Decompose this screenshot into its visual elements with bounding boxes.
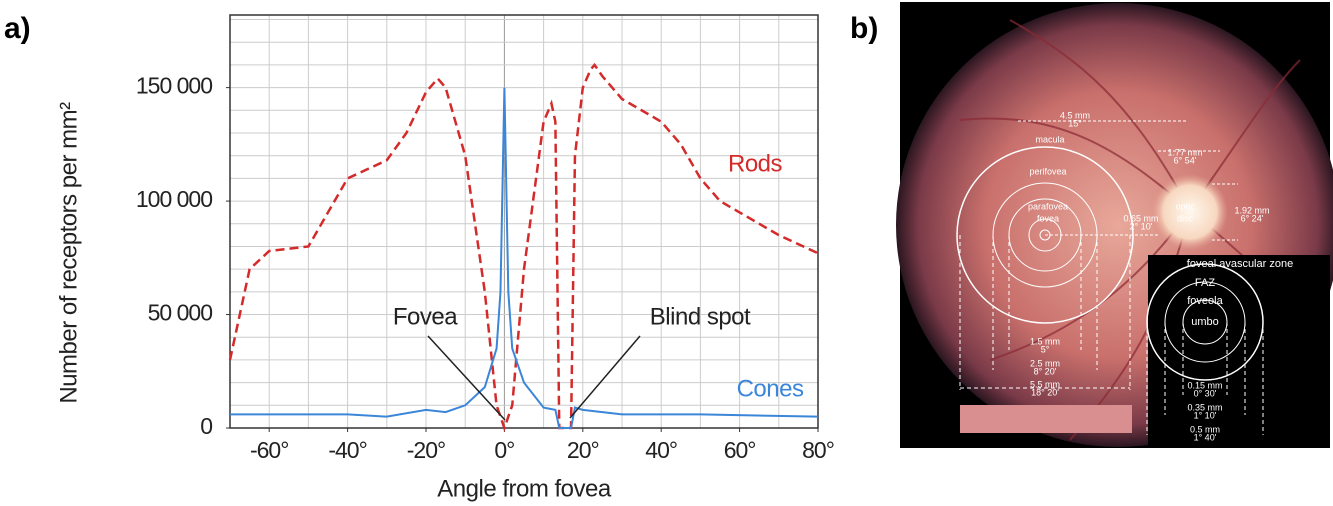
fundus-label: 0.35 mm bbox=[1187, 402, 1222, 412]
fundus-label: 0.5 mm bbox=[1190, 424, 1220, 434]
fundus-label: fovea bbox=[1037, 213, 1059, 223]
x-tick-label: -60° bbox=[250, 437, 288, 463]
fundus-label: 0.65 mm bbox=[1123, 213, 1158, 223]
fundus-label: 1° 40' bbox=[1194, 432, 1217, 442]
series-line bbox=[228, 62, 819, 432]
series-label: Cones bbox=[737, 375, 804, 402]
fundus-label: optic bbox=[1175, 201, 1195, 211]
fundus-label: macula bbox=[1035, 134, 1064, 144]
fundus-label: FAZ bbox=[1195, 277, 1215, 289]
fundus-label: 2° 10' bbox=[1130, 221, 1153, 231]
x-tick-label: 0° bbox=[494, 437, 514, 463]
y-tick-label: 150 000 bbox=[136, 73, 212, 99]
annotation: Fovea bbox=[393, 303, 458, 330]
y-axis-label: Number of receptors per mm² bbox=[55, 102, 82, 404]
fundus-label: 6° 54' bbox=[1174, 155, 1197, 165]
annotation-line bbox=[569, 335, 641, 419]
fundus-image: macula perifovea parafovea fovea optic disc 4.… bbox=[896, 2, 1333, 448]
fundus-label: foveal avascular zone bbox=[1187, 258, 1293, 270]
fundus-label: umbo bbox=[1191, 316, 1219, 328]
fundus-label: foveola bbox=[1187, 295, 1223, 307]
y-tick-label: 100 000 bbox=[136, 186, 212, 212]
y-tick-label: 0 bbox=[200, 413, 212, 439]
fundus-label: 15° bbox=[1068, 118, 1082, 128]
inset bbox=[1148, 255, 1330, 445]
fundus-label: 5.5 mm bbox=[1030, 379, 1060, 389]
fundus-label: 1.92 mm bbox=[1234, 205, 1269, 215]
plot-frame bbox=[229, 14, 819, 429]
y-tick-label: 50 000 bbox=[148, 300, 213, 326]
fundus-label: 1° 10' bbox=[1194, 410, 1217, 420]
optic-disc bbox=[1152, 174, 1228, 250]
x-tick-label: 80° bbox=[802, 437, 834, 463]
fundus-label: 1.5 mm bbox=[1030, 336, 1060, 346]
annotation-line bbox=[427, 335, 506, 421]
x-tick-label: 20° bbox=[567, 437, 599, 463]
series-line bbox=[230, 87, 819, 429]
x-tick-label: -40° bbox=[328, 437, 366, 463]
plot: -60° -40° -20° 0° 20° 40° 60° 80° 0 50 000 100 000… bbox=[55, 14, 835, 502]
fundus-label: disc bbox=[1177, 213, 1194, 223]
fundus-label: 18° 20' bbox=[1031, 387, 1059, 397]
panel-label: a) bbox=[4, 12, 31, 45]
series-label: Rods bbox=[728, 150, 783, 177]
fundus-label: 4.5 mm bbox=[1060, 110, 1090, 120]
fundus-label: 5° bbox=[1041, 344, 1050, 354]
fundus-label: 0.15 mm bbox=[1187, 380, 1222, 390]
fundus-label: 6° 24' bbox=[1241, 213, 1264, 223]
annotation: Blind spot bbox=[650, 303, 751, 330]
macula-rings bbox=[956, 120, 1238, 390]
inset-rings bbox=[1146, 263, 1264, 435]
fundus-label: 2.5 mm bbox=[1030, 358, 1060, 368]
fundus-label: perifovea bbox=[1029, 166, 1066, 176]
x-tick-label: -20° bbox=[407, 437, 445, 463]
cross-section bbox=[960, 405, 1132, 433]
fundus-label: parafovea bbox=[1028, 201, 1068, 211]
panel-label: b) bbox=[850, 12, 878, 45]
fundus-label: 1.77 mm bbox=[1167, 147, 1202, 157]
fundus-label: 0° 30' bbox=[1194, 388, 1217, 398]
x-tick-label: 60° bbox=[724, 437, 756, 463]
fundus-label: 8° 20' bbox=[1034, 366, 1057, 376]
x-axis-label: Angle from fovea bbox=[437, 475, 612, 502]
x-tick-label: 40° bbox=[645, 437, 677, 463]
